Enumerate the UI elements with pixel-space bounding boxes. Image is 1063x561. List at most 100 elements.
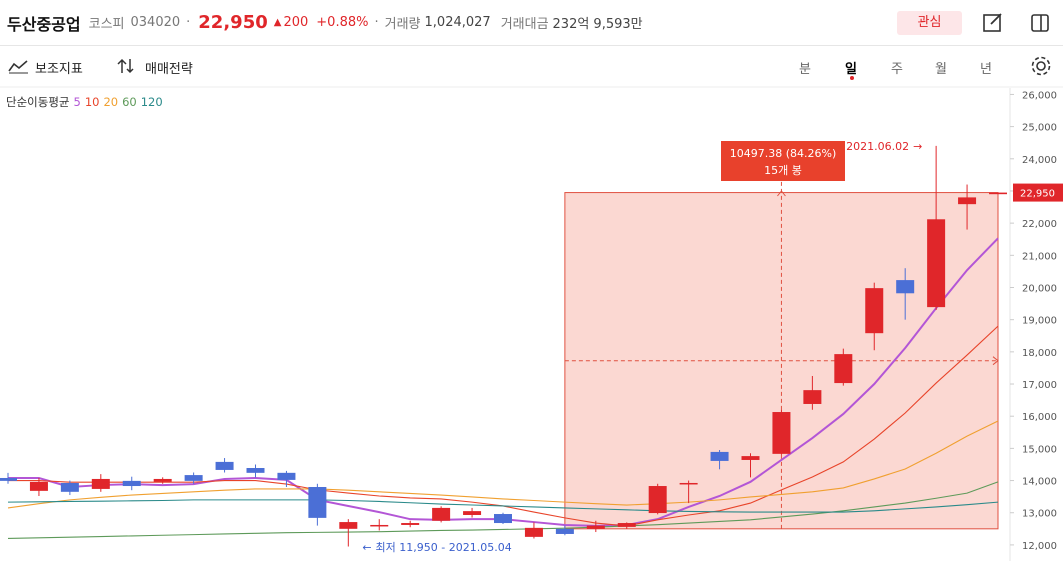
y-tick-label: 20,000 (1022, 283, 1057, 294)
candle-body (215, 461, 234, 470)
ma-legend-entry: 60 (122, 95, 137, 109)
candle-body (586, 525, 605, 529)
candle-body (710, 451, 729, 461)
y-tick-label: 15,000 (1022, 444, 1057, 455)
candle-body (865, 288, 884, 334)
strategy-icon[interactable] (117, 57, 139, 75)
candle-body (0, 477, 17, 481)
candle-body (772, 412, 791, 454)
candle-body (958, 197, 977, 205)
low-note: ← 최저 11,950 - 2021.05.04 (362, 541, 511, 554)
candle-body (463, 511, 482, 515)
candle-body (60, 482, 79, 492)
change: 200 (283, 15, 309, 30)
candle-body (896, 280, 915, 294)
candle-body (29, 481, 48, 491)
y-tick-label: 21,000 (1022, 251, 1057, 262)
change-pct: +0.88% (316, 15, 369, 30)
y-tick-label: 17,000 (1022, 380, 1057, 391)
candle-body (803, 390, 822, 404)
candle-body (741, 456, 760, 460)
candle-body (679, 482, 698, 485)
y-tick-label: 18,000 (1022, 348, 1057, 359)
ma-legend-entry: 120 (141, 95, 163, 109)
active-dot (850, 76, 854, 80)
candle-body (432, 507, 451, 521)
ma-line (8, 325, 999, 527)
candle-body (401, 523, 420, 525)
candle-body (524, 527, 543, 537)
y-tick-label: 12,000 (1022, 541, 1057, 552)
range-tooltip (721, 141, 845, 181)
low-note-text: 최저 11,950 - 2021.05.04 (376, 541, 512, 554)
last-price-label: 22,950 (1020, 189, 1055, 200)
y-tick-label: 24,000 (1022, 155, 1057, 166)
y-tick-label: 23,000 (1022, 187, 1057, 198)
y-tick-label: 14,000 (1022, 477, 1057, 488)
ma-legend-entry: 20 (103, 95, 118, 109)
toolbar: 보조지표 매매전략 분 일 주 월 년 (0, 46, 1063, 86)
candle-body (617, 523, 636, 527)
candle-body (989, 192, 1007, 195)
ma-line (7, 420, 999, 509)
up-arrow: ▲ (273, 17, 282, 28)
range-count: 15개 봉 (764, 164, 802, 177)
favorite-button[interactable]: 관심 (897, 11, 962, 35)
candle-body (122, 480, 141, 487)
amount: 232억 9,593만 (552, 17, 643, 32)
ma-legend-entry: 5 (73, 95, 80, 109)
ma-line (7, 499, 999, 513)
period-button[interactable]: 월 (935, 62, 947, 77)
edit-icon[interactable] (982, 12, 1004, 34)
range-box (564, 192, 999, 530)
panel-icon[interactable] (1030, 12, 1052, 34)
settings-icon[interactable] (1030, 55, 1052, 77)
y-tick-label: 25,000 (1022, 123, 1057, 134)
period-button[interactable]: 년 (980, 62, 992, 77)
candle-body (927, 219, 946, 308)
code: 034020 (130, 15, 181, 30)
ma-legend-entry: 10 (85, 95, 100, 109)
candle-body (370, 524, 389, 527)
high-note-date: 2021.06.02 (846, 140, 909, 153)
ma-line (8, 237, 999, 527)
candle-body (494, 514, 512, 524)
y-tick-label: 19,000 (1022, 316, 1057, 327)
market: 코스피 (88, 17, 125, 32)
candle-body (153, 478, 172, 482)
indicator-button[interactable]: 보조지표 (35, 62, 83, 77)
volume-label: 거래량 (384, 17, 421, 32)
candle-body (308, 486, 327, 518)
y-tick-label: 16,000 (1022, 412, 1057, 423)
y-tick-label: 26,000 (1022, 90, 1057, 101)
amount-label: 거래대금 (500, 17, 549, 32)
ma-legend: 단순이동평균 5 10 20 60 120 (6, 95, 163, 109)
range-change: 10497.38 (84.26%) (730, 147, 837, 160)
high-note-arrow: → (913, 140, 922, 153)
candle-body (648, 486, 667, 514)
strategy-button[interactable]: 매매전략 (145, 62, 193, 77)
ma-legend-title: 단순이동평균 (6, 95, 69, 109)
ma-line (7, 481, 999, 540)
candle-body (339, 522, 358, 529)
candle-body (834, 354, 853, 384)
header: 두산중공업 코스피 034020 · 22,950 ▲ 200 +0.88% ·… (0, 0, 1063, 46)
period-button[interactable]: 분 (799, 62, 811, 77)
price: 22,950 (198, 12, 268, 33)
low-note-arrow: ← (362, 541, 371, 554)
period-button[interactable]: 주 (891, 62, 903, 77)
range-hline-head (992, 356, 999, 366)
candle-body (246, 468, 265, 473)
indicator-icon[interactable] (8, 58, 30, 74)
volume: 1,024,027 (424, 15, 491, 30)
candle-body (555, 528, 574, 534)
period-button[interactable]: 일 (845, 62, 857, 77)
candle-body (277, 472, 296, 480)
range-vline-head (777, 190, 786, 197)
y-tick-label: 13,000 (1022, 509, 1057, 520)
candle-body (91, 478, 110, 489)
last-price-tag (1013, 183, 1063, 202)
high-note: 2021.06.02 → (846, 140, 922, 153)
y-tick-label: 22,000 (1022, 219, 1057, 230)
